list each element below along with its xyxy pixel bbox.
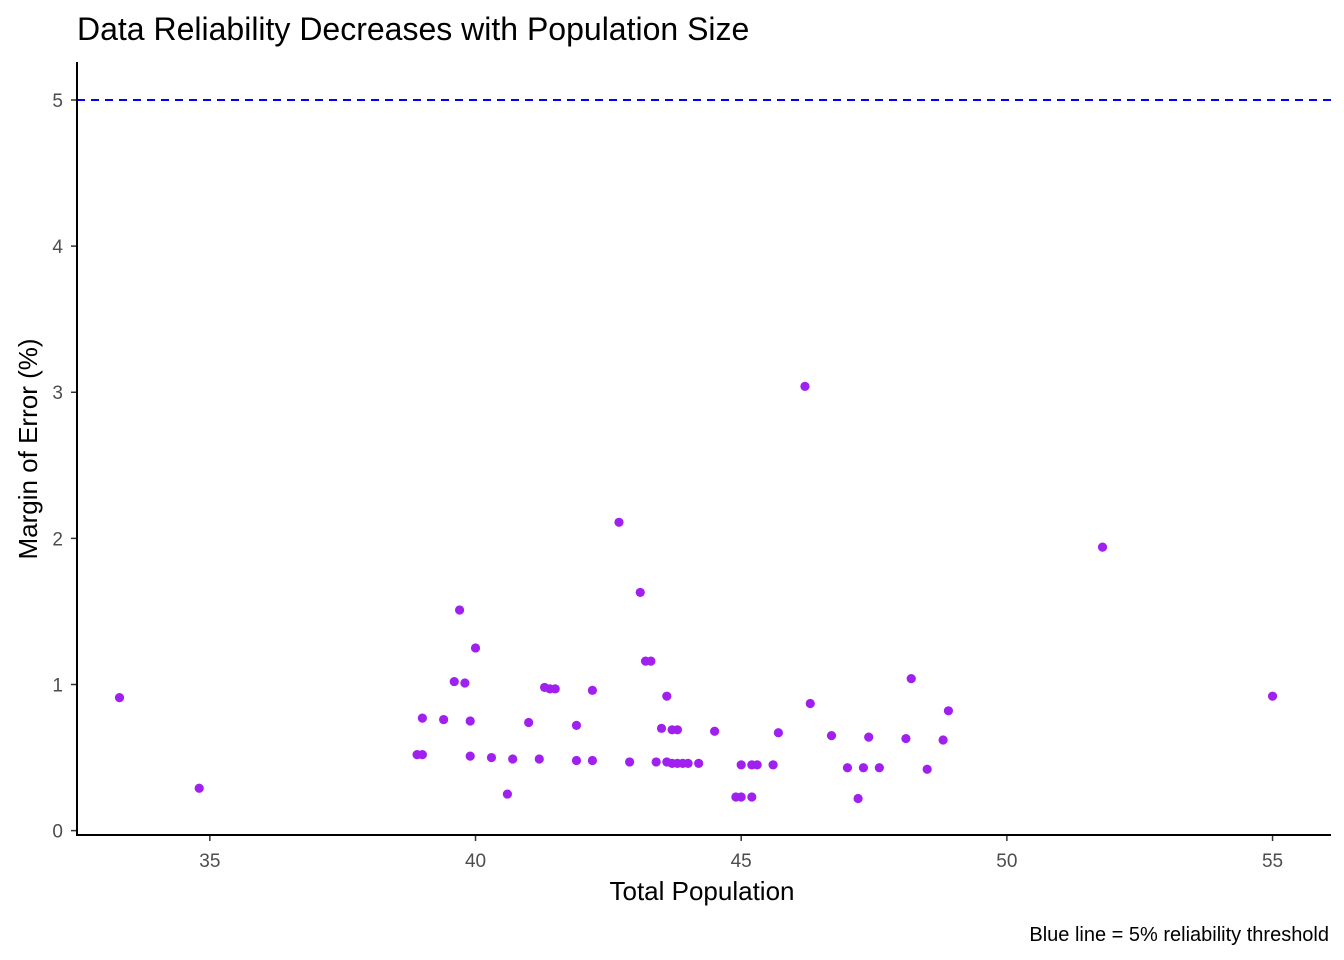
data-point [502,789,512,799]
data-point [587,685,598,695]
data-point [694,758,704,768]
data-point [614,517,624,527]
data-point [736,760,746,770]
y-axis-ticks: 0 1 2 3 4 5 [52,91,77,843]
data-point [524,717,534,728]
data-point [906,674,916,684]
y-tick-label: 4 [52,237,63,258]
x-tick-label: 50 [996,851,1017,872]
data-point [470,643,481,653]
data-point [656,723,667,733]
x-tick-label: 35 [199,851,220,872]
data-point [901,733,911,744]
data-points [114,381,1278,804]
data-point [465,751,475,761]
data-point [842,763,853,773]
data-point [683,758,693,768]
x-tick-label: 45 [731,851,752,872]
data-point [646,656,656,666]
data-point [943,706,954,716]
data-point [1267,691,1278,701]
data-point [114,693,125,703]
y-tick-label: 5 [52,91,63,112]
data-point [454,605,465,615]
data-point [773,728,783,738]
data-point [625,757,635,767]
data-point [938,735,948,745]
data-point [417,713,427,723]
data-point [651,757,661,767]
y-tick-label: 3 [52,383,63,404]
data-point [710,726,720,736]
data-point [571,755,582,766]
data-point [417,750,427,760]
data-point [768,760,778,770]
x-tick-label: 55 [1262,851,1283,872]
data-point [587,755,598,766]
y-tick-label: 2 [52,529,63,550]
y-axis-title: Margin of Error (%) [13,338,43,559]
data-point [550,684,560,694]
data-point [864,732,874,742]
data-point [571,720,582,731]
data-point [736,792,746,802]
data-point [752,760,762,770]
data-point [194,783,204,793]
x-tick-label: 40 [465,851,486,872]
data-point [465,716,475,726]
data-point [534,754,544,764]
x-axis-title: Total Population [609,876,794,906]
data-point [853,793,863,804]
data-point [460,678,470,688]
data-point [874,763,884,773]
data-point [805,698,815,709]
data-point [439,714,449,725]
data-point [922,764,932,774]
data-point [747,792,757,802]
data-point [800,381,810,391]
data-point [635,587,645,598]
data-point [672,725,683,735]
data-point [449,676,459,687]
chart-caption: Blue line = 5% reliability threshold [1029,924,1329,946]
x-axis-ticks: 35 40 45 50 55 [199,835,1283,872]
data-point [486,752,497,763]
data-point [508,754,518,764]
chart-title: Data Reliability Decreases with Populati… [77,11,749,47]
data-point [662,691,672,701]
data-point [826,731,837,741]
data-point [858,763,869,773]
y-tick-label: 0 [52,822,63,843]
data-point [1097,542,1108,552]
y-tick-label: 1 [52,675,63,696]
